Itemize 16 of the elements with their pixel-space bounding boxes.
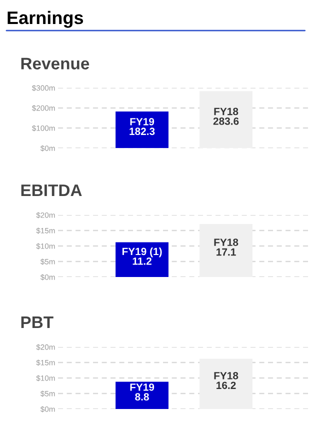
data-label: 16.2 [216,382,236,390]
chart-subtitle: Revenue [21,58,90,70]
chart-title: EBITDA [21,184,82,196]
x-tick-label: FY18 [214,372,238,380]
data-label: 182.3 [130,128,155,136]
data-label: 17.1 [216,248,236,256]
x-tick-label: FY18 [214,238,238,246]
x-tick-label: FY19 [130,383,154,391]
x-tick-label: FY19 [130,118,154,126]
data-label: 11.2 [132,257,152,265]
data-label: 8.8 [135,393,149,401]
x-tick-label: FY19 (1) [122,247,162,258]
data-label: 283.6 [213,118,239,125]
chart-title: Earnings [8,10,84,28]
x-tick-label: FY18 [214,108,238,116]
chart-title: PBT [21,316,54,328]
